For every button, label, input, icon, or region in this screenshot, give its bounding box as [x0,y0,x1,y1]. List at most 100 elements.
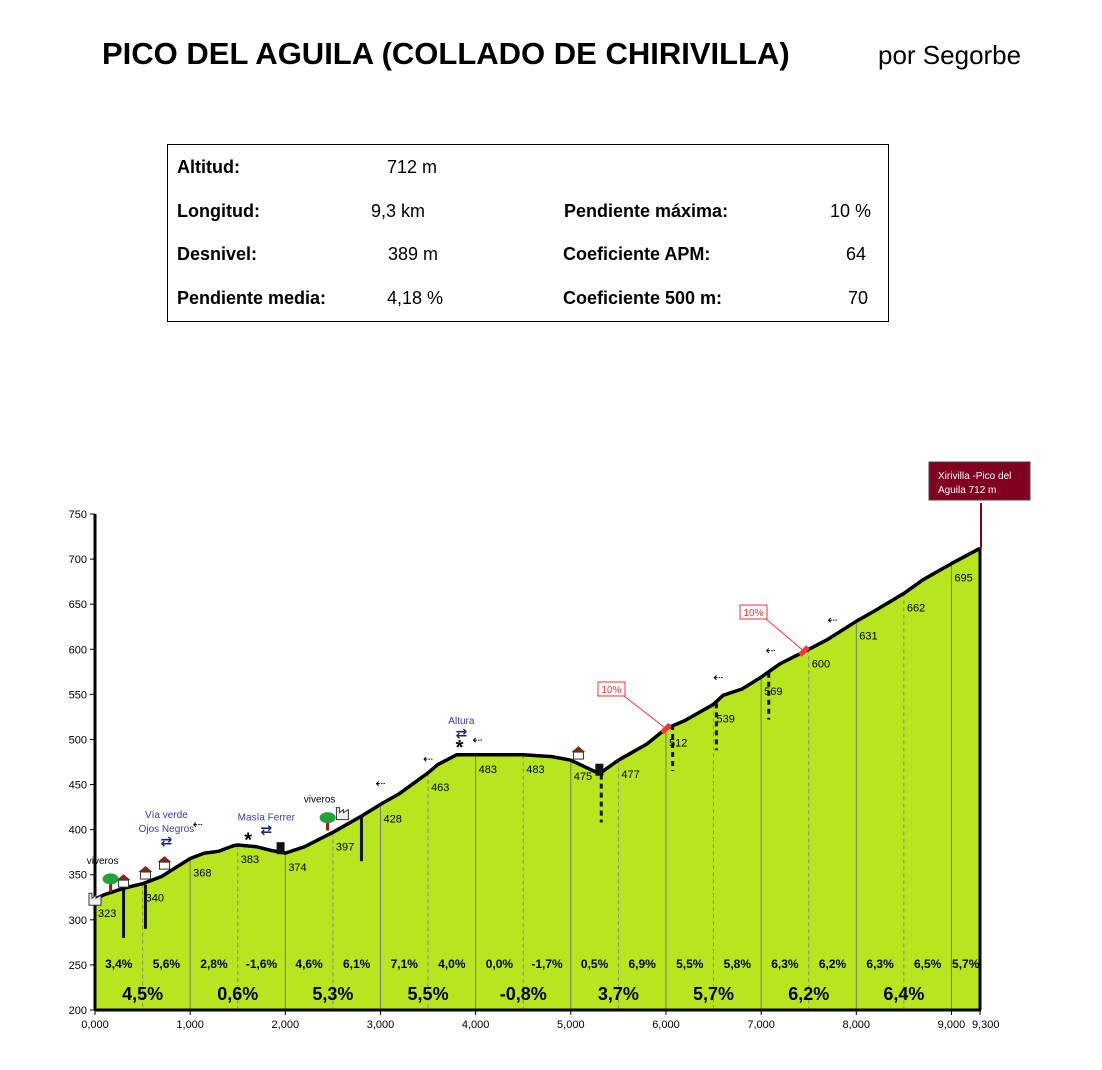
house-icon [572,751,584,760]
house-icon [139,871,151,880]
y-tick-label: 500 [69,734,87,746]
segment-gradient-label: 5,6% [153,957,181,971]
altitude-label: 631 [859,630,877,642]
segment-gradient-label: 5,7% [952,957,980,971]
y-tick-label: 550 [69,689,87,701]
km-gradient-label: 6,4% [883,984,924,1004]
altitude-label: 483 [526,764,544,776]
altitud-value: 712 m [387,157,438,177]
factory-icon [88,892,102,906]
road-arrows-icon: ⇄ [260,822,272,838]
longitud-value: 9,3 km [371,201,426,221]
house-icon [138,866,153,873]
y-tick-label: 700 [69,554,87,566]
junction-marker-icon [276,842,285,855]
altitude-label: 569 [764,686,782,698]
turn-arrow-icon: ⇠ [423,752,433,766]
altitud-label: Altitud: [177,157,240,177]
x-tick-label: 2,000 [272,1019,300,1031]
segment-gradient-label: 0,5% [581,957,609,971]
c500-value: 70 [848,288,869,308]
house-icon [116,874,131,881]
y-tick-label: 400 [69,825,87,837]
segment-gradient-label: 0,0% [486,957,514,971]
turn-arrow-icon: ⇠ [713,671,723,685]
summit-label-line2: Aguila 712 m [938,485,996,496]
apm-label: Coeficiente APM: [563,244,711,264]
y-tick-label: 600 [69,644,87,656]
altitude-label: 475 [574,771,592,783]
y-tick-label: 450 [69,780,87,792]
segment-gradient-label: 6,9% [628,957,656,971]
altitude-label: 428 [383,813,401,825]
pass-asterisk-icon: * [244,830,252,852]
turn-arrow-icon: ⇠ [375,776,385,790]
pendiente-media-value: 4,18 % [387,288,444,308]
x-tick-label: 7,000 [747,1019,775,1031]
turn-arrow-icon: ⇠ [766,644,776,658]
x-tick-label: 0,000 [81,1019,109,1031]
profile-area [95,548,980,1010]
place-label: Altura [448,716,475,727]
y-tick-label: 300 [69,915,87,927]
factory-icon [335,807,349,821]
altitude-label: 512 [669,738,687,750]
altitude-label: 383 [241,854,259,866]
pass-asterisk-icon: * [456,737,464,759]
steep-callout-line [623,695,667,730]
segment-gradient-label: 5,8% [724,957,752,971]
altitude-label: 323 [98,908,116,920]
altitude-label: 483 [479,764,497,776]
desnivel-value: 389 m [388,244,439,264]
c500-label: Coeficiente 500 m: [563,288,723,308]
km-gradient-label: 4,5% [122,984,163,1004]
house-icon [157,856,172,863]
turn-arrow-icon: ⇠ [827,613,837,627]
steep-callout-box [597,681,626,697]
x-tick-label: 9,000 [938,1019,966,1031]
longitud-label: Longitud: [177,201,260,221]
steep-callout-label: 10% [743,608,763,619]
steep-callout-box [739,604,768,620]
altitude-label: 374 [288,862,306,874]
km-gradient-label: 0,6% [217,984,258,1004]
segment-gradient-label: -1,7% [531,957,563,971]
segment-gradient-label: 2,8% [200,957,228,971]
km-gradient-label: 6,2% [788,984,829,1004]
steep-callout-line [765,618,805,652]
x-tick-label: 5,000 [557,1019,585,1031]
km-gradient-label: 5,5% [408,984,449,1004]
km-gradient-label: 5,7% [693,984,734,1004]
y-tick-label: 200 [69,1005,87,1017]
desnivel-label: Desnivel: [177,244,258,264]
pendiente-maxima-value: 10 % [830,201,872,221]
x-tick-label: 3,000 [367,1019,395,1031]
y-tick-label: 250 [69,960,87,972]
place-label: Ojos Negros [139,824,195,835]
segment-gradient-label: -1,6% [246,957,278,971]
y-tick-label: 750 [69,509,87,521]
place-label: Vía verde [145,810,188,821]
house-icon [571,746,586,753]
km-gradient-label: 3,7% [598,984,639,1004]
segment-gradient-label: 6,1% [343,957,371,971]
y-tick-label: 350 [69,870,87,882]
tree-icon [319,812,336,824]
x-tick-label: 1,000 [176,1019,204,1031]
page-subtitle: por Segorbe [878,40,1022,70]
x-tick-label: 9,300 [972,1019,1000,1031]
altitude-label: 368 [193,867,211,879]
altitude-label: 539 [717,713,735,725]
altitude-label: 662 [907,602,925,614]
place-label: Masía Ferrer [238,813,296,824]
segment-gradient-label: 6,2% [819,957,847,971]
turn-arrow-icon: ⇠ [193,818,203,832]
altitude-label: 463 [431,782,449,794]
segment-gradient-label: 3,4% [105,957,133,971]
page-title: PICO DEL AGUILA (COLLADO DE CHIRIVILLA) [102,36,790,71]
km-gradient-label: 5,3% [312,984,353,1004]
road-arrows-icon: ⇄ [456,725,468,741]
steep-callout-label: 10% [601,685,621,696]
junction-marker-icon [595,763,604,776]
